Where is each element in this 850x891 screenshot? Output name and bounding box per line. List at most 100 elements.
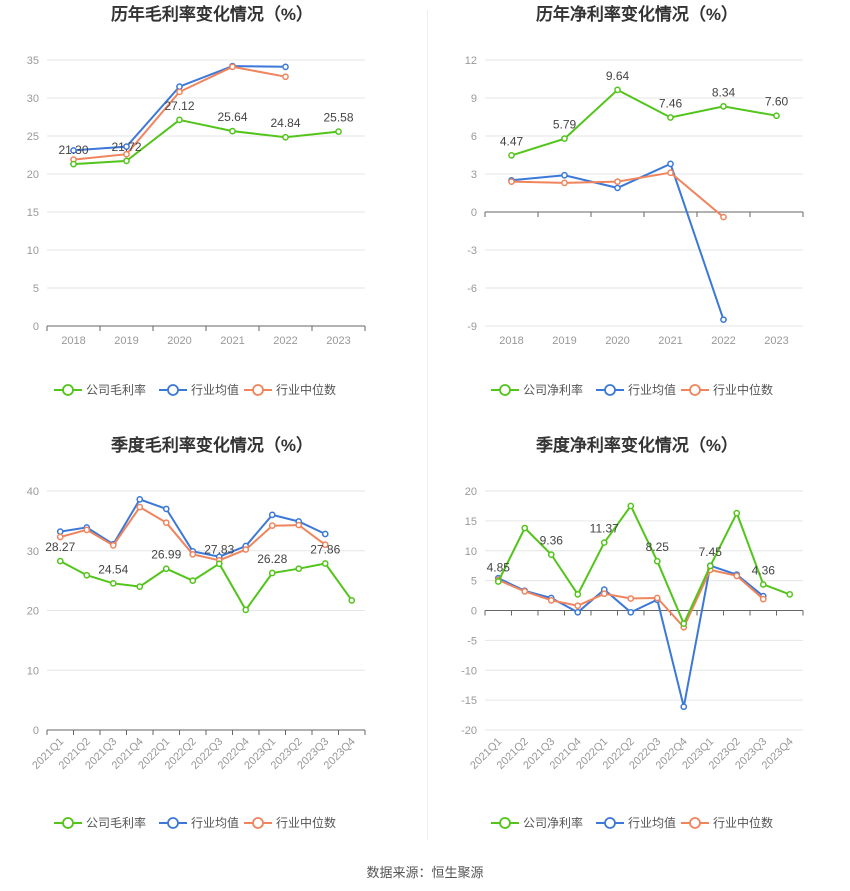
data-label: 4.85 — [487, 561, 511, 575]
data-point-avg — [136, 496, 144, 503]
y-tick-label: 3 — [471, 169, 477, 181]
y-tick-label: -15 — [461, 695, 477, 707]
data-point-company — [547, 551, 555, 558]
legend-marker — [62, 384, 74, 396]
y-tick-label: 5 — [471, 576, 477, 588]
data-point-avg — [321, 530, 329, 538]
legend-marker — [604, 384, 616, 396]
legend-label: 行业均值 — [628, 382, 676, 397]
data-point-company — [627, 502, 635, 510]
data-point-median — [56, 533, 64, 541]
y-tick-label: 10 — [27, 665, 39, 677]
y-tick-label: 30 — [27, 93, 39, 105]
data-point-median — [189, 550, 197, 558]
y-tick-label: -3 — [467, 245, 477, 257]
data-point-company — [136, 583, 144, 590]
panel-divider — [427, 10, 428, 840]
chart-title: 历年净利率变化情况（%） — [536, 4, 738, 24]
data-label: 5.79 — [553, 118, 577, 132]
data-label: 4.47 — [500, 134, 524, 148]
data-point-median — [759, 595, 767, 603]
y-tick-label: 6 — [471, 131, 477, 143]
data-point-median — [574, 602, 582, 610]
data-label: 24.54 — [98, 562, 128, 576]
series-line-company — [73, 118, 339, 166]
y-tick-label: 0 — [471, 606, 477, 618]
chart-title: 历年毛利率变化情况（%） — [111, 4, 313, 24]
legend-item-company: 公司净利率 — [491, 382, 583, 397]
x-tick-label: 2019 — [114, 335, 138, 347]
legend-marker — [62, 817, 74, 829]
data-point-company — [720, 103, 727, 110]
y-tick-label: 20 — [27, 169, 39, 181]
data-point-avg — [680, 703, 688, 711]
annual-net-margin-svg: 历年净利率变化情况（%） -9 -6 -3 0 3 6 9 12 2018 2019 2020 2021… — [465, 4, 804, 397]
data-point-avg — [574, 608, 582, 616]
data-label: 9.36 — [540, 534, 564, 548]
data-point-company — [242, 606, 250, 614]
data-point-avg — [162, 505, 170, 513]
data-point-median — [667, 169, 674, 177]
legend-label: 公司毛利率 — [86, 382, 146, 397]
data-point-company — [680, 620, 688, 627]
legend-marker — [689, 384, 701, 396]
legend-item-avg: 行业均值 — [159, 382, 239, 397]
x-tick-label: 2021 — [658, 335, 682, 347]
data-point-company — [706, 562, 714, 570]
data-point-avg — [720, 316, 727, 324]
data-label: 28.27 — [45, 540, 75, 554]
x-tick-label: 2022 — [273, 335, 297, 347]
data-label: 21.72 — [111, 140, 141, 154]
x-tick-label: 2023 — [764, 335, 788, 347]
data-point-company — [733, 509, 741, 517]
legend-label: 公司净利率 — [523, 382, 583, 397]
data-point-median — [295, 521, 303, 529]
series-line-company — [497, 503, 791, 627]
data-point-company — [162, 565, 170, 573]
legend-marker — [689, 817, 701, 829]
y-tick-label: 35 — [27, 55, 39, 67]
data-label: 11.37 — [590, 522, 619, 536]
data-label: 9.64 — [606, 69, 630, 83]
y-tick-label: 10 — [27, 245, 39, 257]
annual-gross-margin-svg: 历年毛利率变化情况（%） 0 5 10 15 20 25 30 35 2018 2019 2020 20… — [27, 4, 366, 397]
data-point-company — [282, 133, 289, 141]
data-point-median — [242, 546, 250, 553]
data-point-median — [614, 178, 621, 185]
y-tick-label: 20 — [27, 606, 39, 618]
data-label: 25.64 — [217, 110, 247, 124]
data-point-avg — [176, 83, 183, 90]
data-point-median — [229, 63, 236, 71]
legend-item-median: 行业中位数 — [681, 815, 773, 830]
series-line-median — [73, 65, 286, 161]
data-point-company — [70, 160, 77, 168]
legend-label: 行业中位数 — [713, 815, 773, 830]
legend-item-avg: 行业均值 — [596, 815, 676, 830]
legend-item-median: 行业中位数 — [244, 382, 336, 397]
data-point-avg — [282, 63, 289, 71]
data-point-avg — [70, 147, 77, 154]
data-point-company — [600, 539, 608, 546]
data-point-company — [335, 128, 342, 135]
data-point-company — [759, 581, 767, 588]
quarterly-gross-margin-svg: 季度毛利率变化情况（%）0102030402021Q12021Q22021Q32… — [27, 435, 366, 830]
legend-item-company: 公司毛利率 — [54, 815, 146, 830]
data-label: 8.34 — [712, 85, 736, 99]
data-point-median — [733, 572, 741, 580]
data-point-company — [123, 157, 130, 165]
y-tick-label: 10 — [465, 546, 477, 558]
data-point-company — [667, 114, 674, 121]
y-tick-label: 40 — [27, 486, 39, 498]
data-point-median — [123, 150, 130, 158]
y-tick-label: 15 — [27, 207, 39, 219]
data-label: 8.25 — [646, 540, 670, 554]
y-tick-label: 5 — [33, 283, 39, 295]
data-point-company — [494, 578, 502, 585]
series-line-avg — [497, 564, 764, 707]
y-tick-label: 20 — [465, 486, 477, 498]
x-tick-label: 2019 — [552, 335, 576, 347]
data-source-note: 数据来源：恒生聚源 — [366, 865, 484, 880]
data-point-company — [348, 596, 356, 604]
data-point-company — [189, 577, 197, 584]
data-point-median — [600, 590, 608, 598]
